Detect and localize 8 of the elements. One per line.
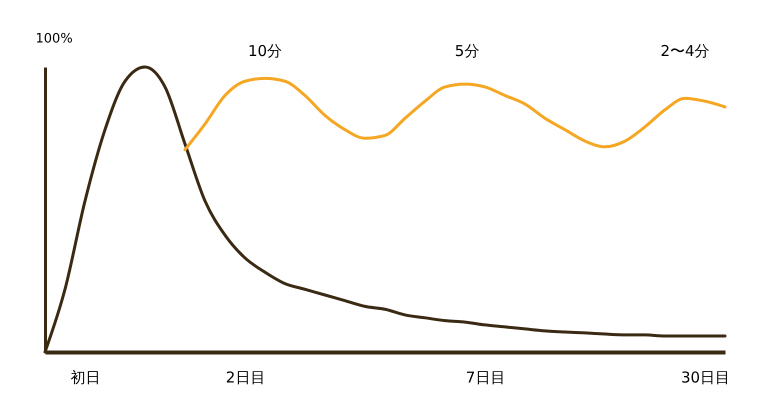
x-tick-label: 30日目: [680, 368, 730, 386]
text: 2〜4分: [660, 42, 710, 60]
y-axis-title: 100%: [36, 32, 73, 46]
x-tick-label: 7日目: [466, 368, 506, 386]
x-tick-label: 2日目: [226, 368, 266, 386]
text: 10分: [248, 42, 282, 60]
x-tick-label: 初日: [70, 368, 100, 386]
text: 5分: [454, 42, 480, 60]
